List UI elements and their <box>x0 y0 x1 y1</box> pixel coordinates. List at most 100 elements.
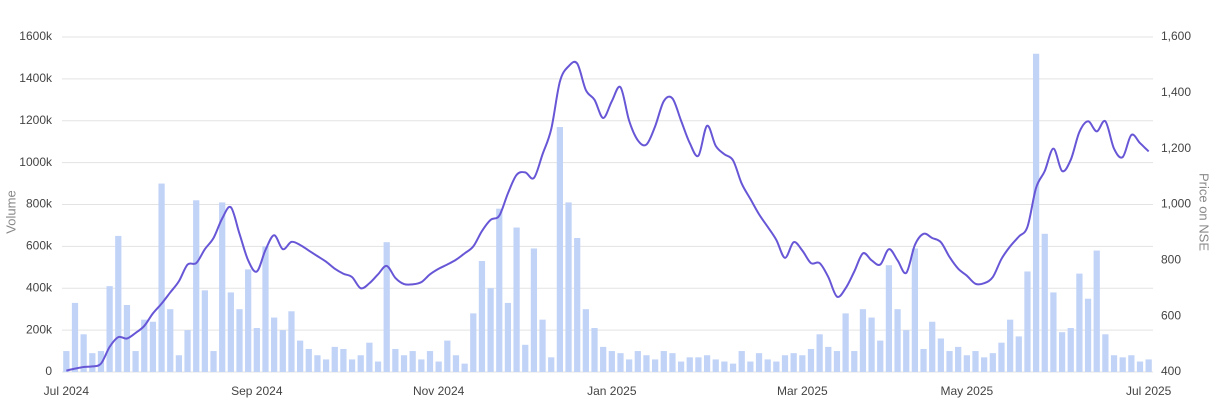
volume-bar <box>1032 53 1040 372</box>
volume-bar <box>781 355 789 372</box>
volume-bar <box>331 346 338 372</box>
volume-bar <box>314 355 321 372</box>
volume-bar <box>859 309 867 372</box>
y2-tick-label: 1,600 <box>1161 29 1191 43</box>
volume-bar <box>175 355 183 372</box>
volume-bar <box>695 357 702 372</box>
volume-bar <box>305 348 312 372</box>
volume-bar <box>773 361 780 372</box>
y-tick-label: 1600k <box>19 29 53 43</box>
volume-bar <box>903 330 910 372</box>
volume-bar <box>807 348 815 372</box>
volume-bar <box>193 200 200 372</box>
volume-bar <box>755 353 763 372</box>
y-tick-label: 1200k <box>19 113 53 127</box>
volume-bar <box>643 355 650 372</box>
x-tick-label: May 2025 <box>940 384 993 398</box>
volume-bar <box>851 351 858 372</box>
volume-bar <box>513 227 520 372</box>
volume-bar <box>764 359 771 372</box>
volume-bar <box>738 351 745 372</box>
volume-bar <box>435 361 442 372</box>
volume-bar <box>548 357 555 372</box>
volume-bar <box>799 355 806 372</box>
volume-bar <box>1093 250 1100 372</box>
volume-bar <box>1084 298 1092 372</box>
x-tick-label: Jan 2025 <box>587 384 637 398</box>
volume-bar <box>747 361 754 372</box>
volume-bar <box>158 183 165 372</box>
volume-bar <box>245 269 252 372</box>
volume-bar <box>452 355 460 372</box>
y-tick-label: 1000k <box>19 155 53 169</box>
volume-bar <box>1050 292 1057 372</box>
y2-axis-title: Price on NSE <box>1197 173 1212 251</box>
volume-bar <box>366 342 373 372</box>
volume-bar <box>279 330 286 372</box>
volume-bar <box>1015 336 1022 372</box>
y2-tick-label: 400 <box>1161 364 1181 378</box>
volume-bar <box>522 344 529 372</box>
volume-bar <box>929 321 936 372</box>
volume-bar <box>322 359 330 372</box>
volume-bar <box>253 328 260 372</box>
y-tick-label: 0 <box>45 364 52 378</box>
volume-bar <box>539 319 546 372</box>
volume-bar <box>271 317 278 372</box>
volume-bar <box>574 238 581 372</box>
volume-bar <box>894 309 901 372</box>
volume-bar <box>470 313 477 372</box>
volume-bar <box>963 355 970 372</box>
volume-bar <box>504 302 512 372</box>
y2-tick-label: 1,400 <box>1161 85 1191 99</box>
x-tick-label: Jul 2025 <box>1126 384 1172 398</box>
volume-bar <box>478 261 486 372</box>
volume-bar <box>1067 328 1074 372</box>
volume-bar <box>946 351 953 372</box>
volume-bar <box>149 321 157 372</box>
volume-bar <box>1110 355 1118 372</box>
volume-bar <box>1041 233 1048 372</box>
x-tick-label: Sep 2024 <box>231 384 283 398</box>
volume-bar <box>937 338 944 372</box>
volume-bar <box>418 359 425 372</box>
volume-bar <box>582 309 589 372</box>
volume-bar <box>496 208 503 372</box>
volume-bar <box>565 202 572 372</box>
volume-bar <box>825 346 832 372</box>
volume-bar <box>1024 271 1031 372</box>
volume-bar <box>955 346 962 372</box>
volume-bar <box>357 355 364 372</box>
volume-bar <box>981 357 988 372</box>
volume-bar <box>998 342 1005 372</box>
y2-tick-label: 600 <box>1161 308 1181 322</box>
y-tick-label: 1400k <box>19 71 53 85</box>
volume-bar <box>626 359 633 372</box>
y2-tick-label: 800 <box>1161 253 1181 267</box>
y2-tick-label: 1,000 <box>1161 197 1191 211</box>
volume-bar <box>989 353 996 372</box>
x-tick-label: Nov 2024 <box>413 384 465 398</box>
volume-bar <box>132 351 139 372</box>
volume-bar <box>868 317 875 372</box>
y-axis-title: Volume <box>3 190 18 233</box>
volume-bar <box>721 361 728 372</box>
volume-bar <box>80 334 87 372</box>
volume-bar <box>686 357 693 372</box>
volume-bar <box>71 302 79 372</box>
volume-bar <box>184 330 191 372</box>
volume-bar <box>262 246 269 372</box>
volume-bar <box>1007 319 1014 372</box>
volume-bar <box>106 286 113 372</box>
volume-bar <box>617 353 624 372</box>
volume-bar <box>530 248 538 372</box>
volume-bar <box>1102 334 1109 372</box>
volume-bar <box>115 235 122 372</box>
y-tick-label: 400k <box>26 280 53 294</box>
volume-bar <box>556 127 563 372</box>
volume-bar <box>296 340 304 372</box>
volume-bar <box>1145 359 1152 372</box>
volume-bar <box>426 351 434 372</box>
volume-bar <box>210 351 217 372</box>
volume-bar <box>600 346 607 372</box>
